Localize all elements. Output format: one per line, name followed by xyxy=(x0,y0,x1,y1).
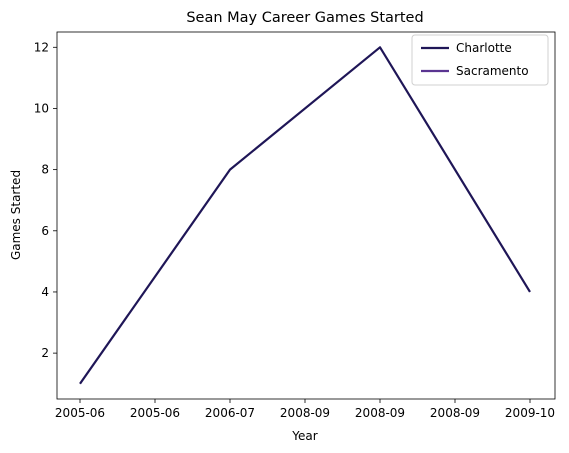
y-tick-label: 4 xyxy=(41,285,49,299)
x-tick-label: 2008-09 xyxy=(430,406,480,420)
y-tick-label: 8 xyxy=(41,163,49,177)
x-tick-label: 2009-10 xyxy=(505,406,555,420)
x-tick-label: 2008-09 xyxy=(280,406,330,420)
x-axis-label: Year xyxy=(291,429,317,443)
y-tick-label: 10 xyxy=(34,101,49,115)
x-tick-label: 2005-06 xyxy=(130,406,180,420)
y-axis: 2 4 6 8 10 12 xyxy=(34,40,57,360)
series-layer xyxy=(79,46,531,385)
legend-label-charlotte: Charlotte xyxy=(456,41,512,55)
legend: Charlotte Sacramento xyxy=(411,34,549,86)
y-axis-label: Games Started xyxy=(9,170,23,260)
chart-title: Sean May Career Games Started xyxy=(186,10,423,26)
x-tick-label: 2008-09 xyxy=(355,406,405,420)
y-tick-label: 2 xyxy=(41,346,49,360)
legend-label-sacramento: Sacramento xyxy=(456,64,529,78)
x-tick-label: 2006-07 xyxy=(205,406,255,420)
series-line-charlotte xyxy=(79,46,531,385)
y-tick-label: 12 xyxy=(34,40,49,54)
x-tick-label: 2005-06 xyxy=(55,406,105,420)
x-axis: 2005-06 2005-06 2006-07 2008-09 2008-09 2008-… xyxy=(55,399,555,420)
y-tick-label: 6 xyxy=(41,224,49,238)
plot-area xyxy=(56,31,556,400)
